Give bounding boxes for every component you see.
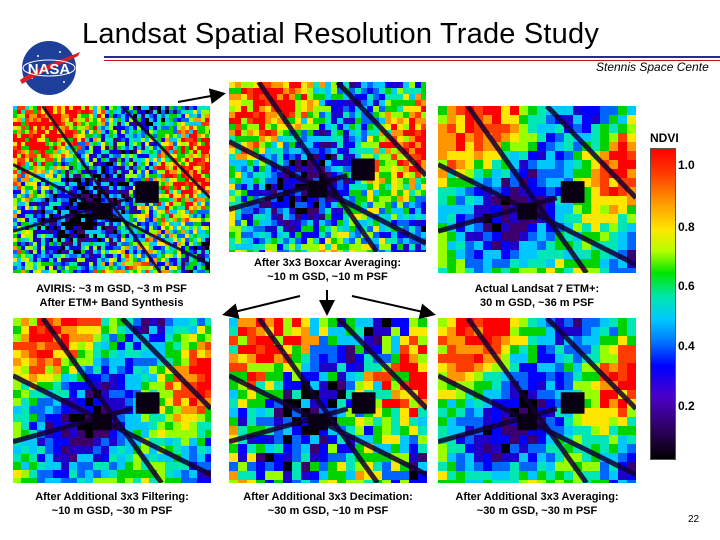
- header-rule-red: [104, 60, 720, 61]
- colorbar-tick: 1.0: [678, 158, 695, 172]
- filtering-ndvi-image: [13, 318, 211, 483]
- nasa-logo-text: NASA: [28, 61, 71, 78]
- organization-subtitle: Stennis Space Cente: [596, 60, 709, 74]
- decimation-ndvi-image: [229, 318, 427, 483]
- arrow-to-averaging: [351, 295, 436, 320]
- arrow-to-boxcar: [177, 88, 226, 105]
- landsat-ndvi-image: [438, 106, 636, 273]
- colorbar-tick: 0.8: [678, 220, 695, 234]
- caption-boxcar: After 3x3 Boxcar Averaging: ~10 m GSD, ~…: [253, 257, 402, 283]
- image-averaging: [438, 318, 636, 483]
- image-boxcar: [229, 82, 426, 252]
- ndvi-colorbar: [650, 148, 676, 460]
- slide-title: Landsat Spatial Resolution Trade Study: [82, 18, 600, 50]
- caption-aviris: AVIRIS: ~3 m GSD, ~3 m PSF After ETM+ Ba…: [36, 283, 187, 309]
- colorbar-tick: 0.4: [678, 339, 695, 353]
- header-rule-blue: [104, 56, 720, 58]
- boxcar-ndvi-image: [229, 82, 426, 252]
- colorbar-title: NDVI: [650, 131, 679, 145]
- nasa-logo: NASA: [16, 38, 82, 98]
- image-filtering: [13, 318, 211, 483]
- image-aviris: [13, 106, 210, 273]
- image-decimation: [229, 318, 427, 483]
- caption-averaging: After Additional 3x3 Averaging: ~30 m GS…: [455, 491, 619, 517]
- caption-decimation: After Additional 3x3 Decimation: ~30 m G…: [243, 491, 413, 517]
- aviris-ndvi-image: [13, 106, 210, 273]
- averaging-ndvi-image: [438, 318, 636, 483]
- page-number: 22: [688, 514, 700, 525]
- colorbar-tick: 0.6: [678, 279, 695, 293]
- colorbar-tick: 0.2: [678, 399, 695, 413]
- arrow-to-filtering: [222, 295, 301, 319]
- image-landsat: [438, 106, 636, 273]
- caption-filtering: After Additional 3x3 Filtering: ~10 m GS…: [35, 491, 189, 517]
- caption-landsat: Actual Landsat 7 ETM+: 30 m GSD, ~36 m P…: [474, 283, 600, 309]
